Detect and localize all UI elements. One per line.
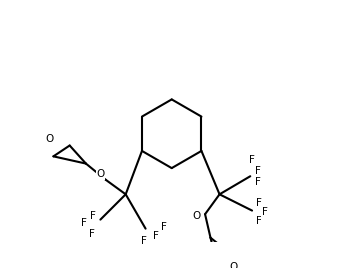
Text: F: F — [249, 155, 255, 165]
Text: O: O — [96, 169, 104, 180]
Text: F: F — [153, 231, 160, 241]
Text: F: F — [255, 177, 260, 187]
Text: F: F — [255, 166, 260, 176]
Text: F: F — [256, 217, 262, 226]
Text: F: F — [141, 236, 147, 246]
Text: O: O — [46, 134, 54, 144]
Text: O: O — [230, 262, 238, 268]
Text: F: F — [256, 198, 262, 208]
Text: F: F — [81, 218, 87, 228]
Text: F: F — [262, 207, 268, 217]
Text: F: F — [89, 229, 95, 239]
Text: O: O — [193, 211, 201, 221]
Text: F: F — [90, 211, 96, 221]
Text: F: F — [161, 222, 167, 232]
